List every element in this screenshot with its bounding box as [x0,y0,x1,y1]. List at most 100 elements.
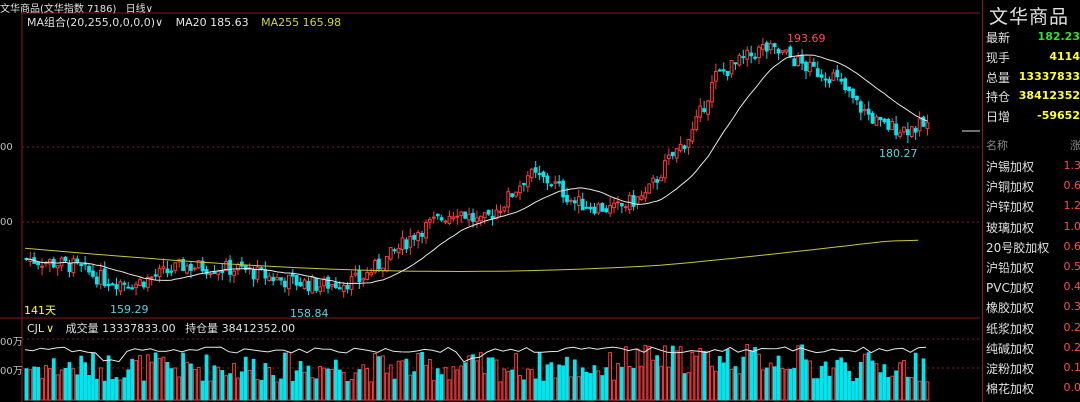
volume-bar [639,365,644,401]
candle-body [839,78,844,82]
volume-bar [788,368,793,401]
volume-bar [279,378,283,401]
volume-bar [561,365,565,401]
volume-bar [811,378,816,401]
volume-bar [804,359,808,401]
commodity-row[interactable]: 沪锡加权 1.3 [986,158,1080,178]
commodity-row[interactable]: 沪锌加权 1.2 [986,198,1080,218]
candle-body [862,109,867,112]
candle-body [138,279,142,286]
volume-bar [874,363,879,401]
candle-body [463,211,468,219]
volume-bar [486,357,491,401]
volume-bars-group [24,344,930,401]
volume-bar [702,350,707,401]
candle-body [165,268,170,274]
volume-bar [153,352,158,401]
ma20-line [26,54,928,285]
candle-body [592,206,597,214]
candle-body [310,277,315,294]
volume-bar [894,370,898,401]
candle-body [95,276,99,285]
axis-middle-label: 00 [0,217,13,228]
period-dropdown-icon[interactable]: ∨ [145,4,153,15]
list-header-change: 涨 [1070,139,1080,152]
commodity-row[interactable]: 纯碱加权 0.2 [986,340,1080,360]
commodity-change: 0.4 [1063,280,1080,294]
candle-body [87,266,91,273]
candle-body [565,194,569,203]
ma-group-dropdown-icon[interactable]: ∨ [155,16,164,29]
volume-bar [815,378,820,401]
commodity-name: PVC加权 [986,281,1034,296]
commodity-row[interactable]: 纸浆加权 0.2 [986,320,1080,340]
volume-bar [114,377,119,401]
commodity-name: 淀粉加权 [986,362,1035,376]
candle-body [67,262,72,273]
candle-body [345,284,350,290]
volume-bar [110,379,115,401]
volume-bar [502,368,507,401]
commodity-row[interactable]: PVC加权 0.4 [986,279,1080,299]
volume-bar [373,353,377,401]
candle-body [428,219,432,223]
volume-bar [913,352,918,401]
volume-bar [674,350,679,401]
volume-bar [83,362,88,401]
candle-body [337,287,342,290]
volume-bar [710,365,714,401]
candle-body [690,129,695,142]
candle-body [314,277,319,291]
commodity-name: 沪锌加权 [986,200,1035,215]
candle-body [717,69,722,72]
candle-body [134,283,138,289]
volume-bar [322,367,326,401]
candle-body [232,270,236,276]
ma-group-selector[interactable]: MA组合(20,255,0,0,0,0) [27,16,156,29]
candle-body [130,287,135,290]
candle-body [655,179,659,183]
cjl-selector[interactable]: CJL [27,322,45,335]
candle-body [330,283,334,287]
volume-bar [271,375,276,401]
volume-bar [898,362,902,401]
volume-bar [341,371,346,401]
volume-bar [878,372,883,401]
volume-bar [408,374,413,401]
volume-bar [831,367,836,401]
low-label-2: 158.84 [290,307,329,320]
volume-bar [439,374,444,401]
high-label: 193.69 [787,32,826,45]
candle-body [651,177,656,183]
commodity-row[interactable]: 棉花加权 0.0 [986,380,1080,400]
commodity-row[interactable]: 玻璃加权 1.0 [986,219,1080,239]
volume-bar [95,378,99,401]
candle-body [804,61,808,72]
volume-bar [749,350,754,401]
candle-body [764,42,769,52]
kline-chart[interactable] [0,0,980,402]
volume-bar [475,360,479,401]
period-selector[interactable]: 日线 [125,4,146,15]
cjl-dropdown-icon[interactable]: ∨ [46,322,55,335]
volume-bar [494,359,499,401]
commodity-row[interactable]: 沪铅加权 0.5 [986,259,1080,279]
commodity-row[interactable]: 淀粉加权 0.1 [986,360,1080,380]
days-label: 141天 [24,304,56,317]
commodity-row[interactable]: 沪铜加权 0.6 [986,178,1080,198]
volume-bar [392,378,397,401]
volume-bar [326,368,330,401]
candle-body [768,43,773,51]
volume-bar [212,365,217,401]
candle-body [377,258,381,270]
volume-bar [381,355,385,401]
commodity-row[interactable]: 橡胶加权 0.3 [986,299,1080,319]
volume-bar [886,376,891,401]
candle-body [494,209,499,220]
volume-bar [334,359,338,401]
quote-row: 现手 4114 [986,49,1080,68]
commodity-row[interactable]: 20号胶加权 0.6 [986,239,1080,259]
volume-bar [243,356,248,401]
candle-body [122,282,127,285]
